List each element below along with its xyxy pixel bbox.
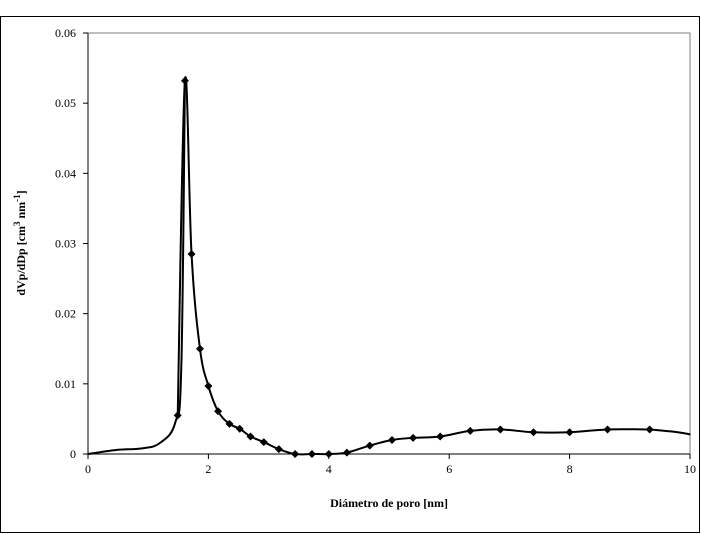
data-point-marker: [645, 425, 654, 434]
y-tick-label: 0.06: [55, 26, 76, 40]
y-tick-label: 0.03: [55, 237, 76, 251]
y-axis: 0 0.01 0.02 0.03 0.04 0.05 0.06: [55, 26, 89, 461]
series-line: [88, 80, 186, 455]
data-point-marker: [324, 450, 333, 458]
x-tick-label: 10: [684, 462, 696, 476]
data-point-marker: [259, 438, 268, 447]
data-series: [88, 76, 691, 458]
data-point-marker: [529, 428, 538, 437]
data-point-marker: [436, 432, 445, 441]
x-tick-label: 6: [446, 462, 452, 476]
data-point-marker: [204, 381, 213, 390]
y-tick-label: 0: [70, 447, 76, 461]
data-point-marker: [466, 426, 475, 435]
data-point-marker: [603, 425, 612, 434]
data-point-marker: [214, 407, 223, 416]
data-point-marker: [365, 441, 374, 450]
data-point-marker: [496, 425, 505, 434]
data-point-marker: [187, 250, 196, 259]
data-point-marker: [409, 433, 418, 442]
data-point-marker: [274, 445, 283, 454]
y-tick-label: 0.05: [55, 96, 76, 110]
data-point-marker: [246, 432, 255, 441]
data-point-marker: [235, 424, 244, 433]
y-tick-label: 0.02: [55, 307, 76, 321]
y-axis-title: dVp/dDp [cm3 nm-1]: [12, 190, 28, 295]
data-point-marker: [225, 419, 234, 428]
x-tick-label: 8: [567, 462, 573, 476]
x-tick-label: 4: [326, 462, 332, 476]
x-tick-label: 2: [205, 462, 211, 476]
data-point-marker: [195, 344, 204, 353]
x-axis-title: Diámetro de poro [nm]: [330, 496, 448, 510]
data-point-marker: [342, 448, 351, 457]
data-point-marker: [565, 428, 574, 437]
data-point-marker: [307, 450, 316, 458]
plot-area: [87, 32, 691, 455]
series-line: [649, 428, 691, 436]
data-point-marker: [388, 435, 397, 444]
y-tick-label: 0.04: [55, 166, 76, 180]
y-tick-label: 0.01: [55, 377, 76, 391]
x-tick-label: 0: [85, 462, 91, 476]
data-point-marker: [291, 450, 300, 458]
